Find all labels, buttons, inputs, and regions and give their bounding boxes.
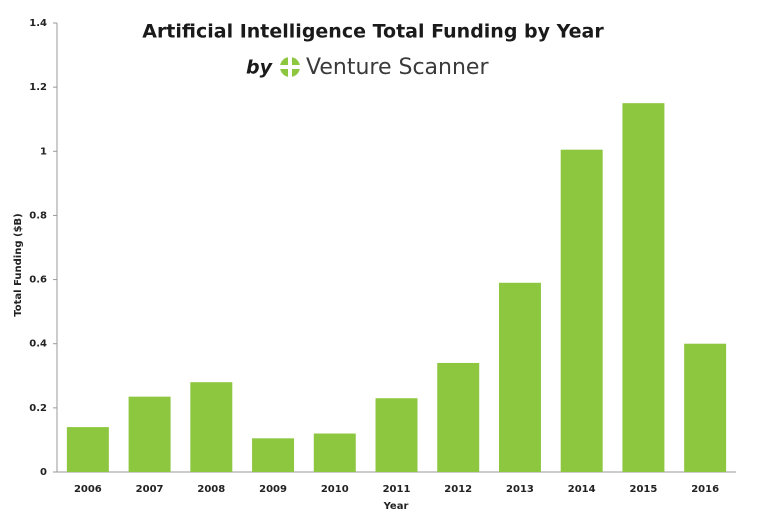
- x-tick-label: 2012: [444, 484, 472, 495]
- y-tick-label: 1.2: [29, 82, 47, 93]
- bar: [128, 396, 171, 472]
- bar: [66, 427, 109, 472]
- x-tick-label: 2016: [691, 484, 719, 495]
- x-tick-label: 2011: [383, 484, 411, 495]
- x-axis-label: Year: [383, 501, 409, 512]
- x-tick-label: 2010: [321, 484, 349, 495]
- x-tick-label: 2009: [259, 484, 287, 495]
- bar: [190, 382, 233, 472]
- bar: [252, 438, 295, 472]
- bar: [622, 103, 665, 472]
- x-tick-label: 2014: [568, 484, 596, 495]
- x-tick-label: 2006: [74, 484, 102, 495]
- y-tick-label: 0.8: [29, 210, 47, 221]
- chart-title: Artificial Intelligence Total Funding by…: [142, 21, 604, 43]
- y-tick-label: 0.6: [29, 275, 47, 286]
- logo: [280, 57, 300, 77]
- bar: [437, 362, 480, 472]
- y-tick-label: 1: [40, 146, 47, 157]
- bar: [375, 398, 418, 472]
- x-tick-label: 2008: [197, 484, 225, 495]
- x-tick-label: 2007: [136, 484, 164, 495]
- y-tick-label: 1.4: [29, 18, 47, 29]
- subtitle-brand: Venture Scanner: [306, 55, 489, 80]
- x-tick-label: 2015: [629, 484, 657, 495]
- y-axis-label: Total Funding ($B): [13, 213, 24, 316]
- y-tick-label: 0.2: [29, 403, 47, 414]
- bar: [684, 343, 727, 472]
- bar: [560, 149, 603, 473]
- y-tick-label: 0.4: [29, 339, 47, 350]
- subtitle-by: by: [246, 57, 274, 79]
- bar: [313, 433, 356, 472]
- x-tick-label: 2013: [506, 484, 534, 495]
- bar: [498, 282, 541, 472]
- y-tick-label: 0: [40, 467, 47, 478]
